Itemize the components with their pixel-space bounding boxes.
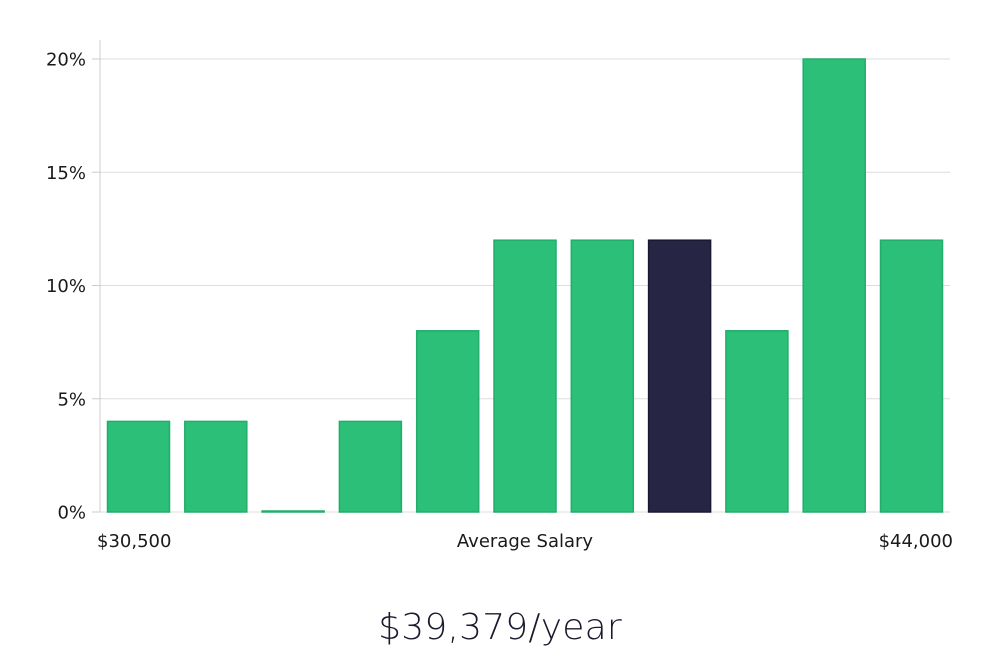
- y-tick-label: 20%: [46, 50, 86, 71]
- y-tick-label: 0%: [57, 503, 86, 524]
- bar: [415, 330, 480, 513]
- bar: [802, 58, 866, 513]
- y-tick-label: 10%: [46, 276, 86, 297]
- x-min-label: $30,500: [97, 531, 171, 552]
- bar: [106, 420, 171, 513]
- average-salary-value: $39,379/year: [378, 607, 622, 648]
- bars: [106, 58, 944, 513]
- bar: [338, 420, 403, 513]
- x-axis-title: Average Salary: [457, 531, 594, 552]
- y-tick-label: 15%: [46, 163, 86, 184]
- bar: [725, 330, 789, 513]
- x-max-label: $44,000: [879, 531, 953, 552]
- x-axis-labels: $30,500 Average Salary $44,000: [97, 531, 953, 552]
- y-tick-label: 5%: [57, 389, 86, 410]
- bar: [879, 239, 944, 513]
- bar: [261, 510, 325, 513]
- salary-histogram-chart: 0% 5% 10% 15% 20% $30,500 Average Salary $44…: [46, 40, 953, 552]
- bar: [493, 239, 557, 513]
- bar: [570, 239, 635, 513]
- bar-highlighted: [647, 239, 712, 513]
- y-tick-labels: 0% 5% 10% 15% 20%: [46, 50, 86, 524]
- bar: [184, 420, 248, 513]
